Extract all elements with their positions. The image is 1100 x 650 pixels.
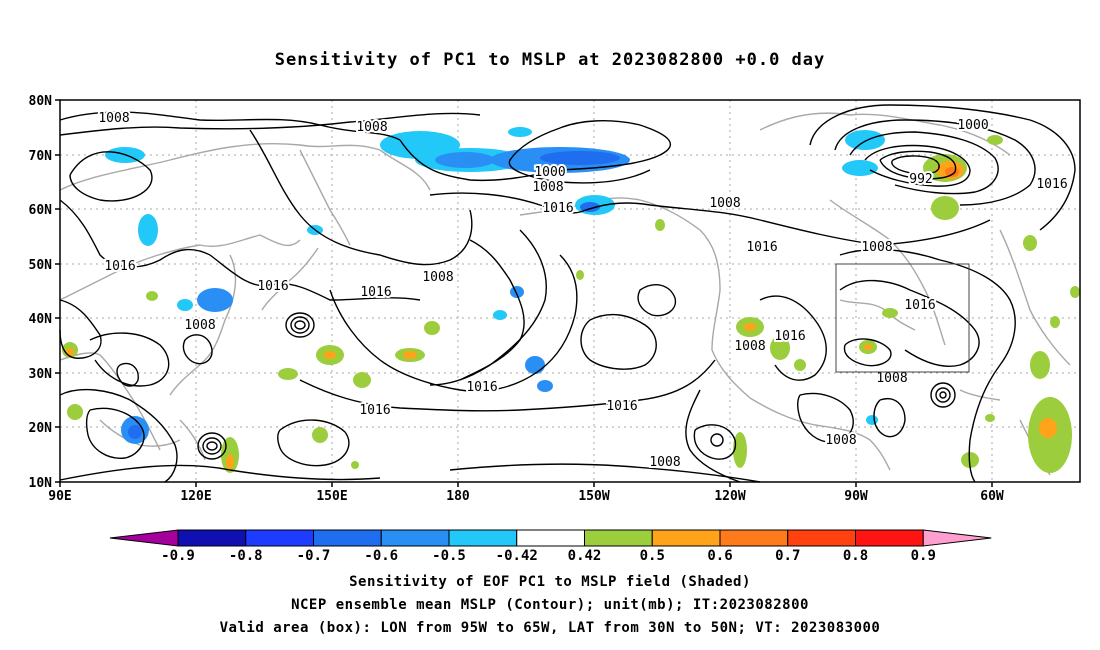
contour-label: 1008 [876, 371, 907, 386]
lat-labels: 80N 70N 60N 50N 40N 30N 20N 10N [29, 94, 53, 491]
contour-label: 1016 [104, 259, 135, 274]
contour-label: 1016 [257, 279, 288, 294]
colorbar-right-arrow [922, 529, 992, 547]
valid-area-box [835, 263, 970, 373]
contour-label: 1000 [534, 165, 565, 180]
colorbar-swatch [245, 529, 314, 547]
colorbar-swatch [380, 529, 450, 547]
lat-label: 30N [29, 367, 53, 382]
lon-label: 120E [180, 489, 211, 504]
colorbar-swatch [177, 529, 247, 547]
footer-line-1: Sensitivity of EOF PC1 to MSLP field (Sh… [349, 574, 751, 590]
colorbar-label: -0.5 [432, 548, 466, 564]
contour-labels: 1008 1008 1016 1016 1016 1008 1008 1016 … [96, 109, 1069, 472]
contour-label: 992 [909, 172, 932, 187]
contour-label: 1016 [466, 380, 497, 395]
lon-label: 90E [48, 489, 71, 504]
contour-label: 1016 [1036, 177, 1067, 192]
lon-label: 180 [446, 489, 470, 504]
contour-label: 1008 [184, 318, 215, 333]
contour-label: 1008 [825, 433, 856, 448]
contour-label: 1008 [861, 240, 892, 255]
contour-label: 1016 [746, 240, 777, 255]
contour-label: 1008 [734, 339, 765, 354]
lat-label: 70N [29, 149, 53, 164]
lon-label: 120W [714, 489, 745, 504]
tick-marks [55, 99, 993, 487]
footer-line-3: Valid area (box): LON from 95W to 65W, L… [219, 620, 881, 636]
contour-label: 1016 [359, 403, 390, 418]
contour-label: 1016 [904, 298, 935, 313]
contour-label: 1016 [542, 201, 573, 216]
contour-label: 1016 [774, 329, 805, 344]
lon-labels: 90E 120E 150E 180 150W 120W 90W 60W [48, 489, 1004, 504]
contour-label: 1008 [532, 180, 563, 195]
colorbar-swatch [787, 529, 856, 547]
colorbar-label: 0.6 [707, 548, 732, 564]
colorbar-swatch [855, 529, 924, 547]
colorbar-label: -0.7 [297, 548, 331, 564]
contour-label: 1000 [957, 118, 988, 133]
map-title: Sensitivity of PC1 to MSLP at 2023082800… [274, 50, 826, 70]
contour-label: 1016 [606, 399, 637, 414]
lon-label: 60W [980, 489, 1004, 504]
lat-label: 10N [29, 476, 53, 491]
colorbar-label: 0.5 [640, 548, 665, 564]
shaded-sensitivity [62, 127, 1080, 473]
lon-label: 150E [316, 489, 347, 504]
lat-label: 80N [29, 94, 53, 109]
contour-label: 1008 [649, 455, 680, 470]
lat-label: 40N [29, 312, 53, 327]
lon-label: 90W [844, 489, 868, 504]
colorbar-swatch [516, 529, 585, 547]
colorbar-labels: -0.9 -0.8 -0.7 -0.6 -0.5 -0.42 0.42 0.5 0.6 0.7 0.… [161, 548, 936, 564]
lat-label: 60N [29, 203, 53, 218]
colorbar-label: 0.8 [843, 548, 868, 564]
contour-label: 1008 [356, 120, 387, 135]
footer-line-2: NCEP ensemble mean MSLP (Contour); unit(… [291, 597, 809, 613]
contour-label: 1016 [360, 285, 391, 300]
lat-label: 50N [29, 258, 53, 273]
contour-label: 1008 [98, 111, 129, 126]
colorbar-label: 0.9 [911, 548, 936, 564]
colorbar-swatch [584, 529, 653, 547]
contour-label: 1008 [422, 270, 453, 285]
colorbar-label: 0.7 [775, 548, 800, 564]
contour-label: 1008 [709, 196, 740, 211]
colorbar-swatch [448, 529, 518, 547]
colorbar-label: -0.8 [229, 548, 263, 564]
mslp-contours [59, 104, 1076, 483]
colorbar-swatch [313, 529, 382, 547]
colorbar-swatch [651, 529, 721, 547]
colorbar-swatch [719, 529, 789, 547]
colorbar-left-arrow [109, 529, 179, 547]
colorbar-label: -0.42 [496, 548, 538, 564]
colorbar-label: -0.9 [161, 548, 195, 564]
colorbar [109, 529, 992, 547]
colorbar-label: 0.42 [568, 548, 602, 564]
lat-label: 20N [29, 421, 53, 436]
plot-frame [59, 99, 1081, 483]
colorbar-label: -0.6 [364, 548, 398, 564]
lon-label: 150W [578, 489, 609, 504]
